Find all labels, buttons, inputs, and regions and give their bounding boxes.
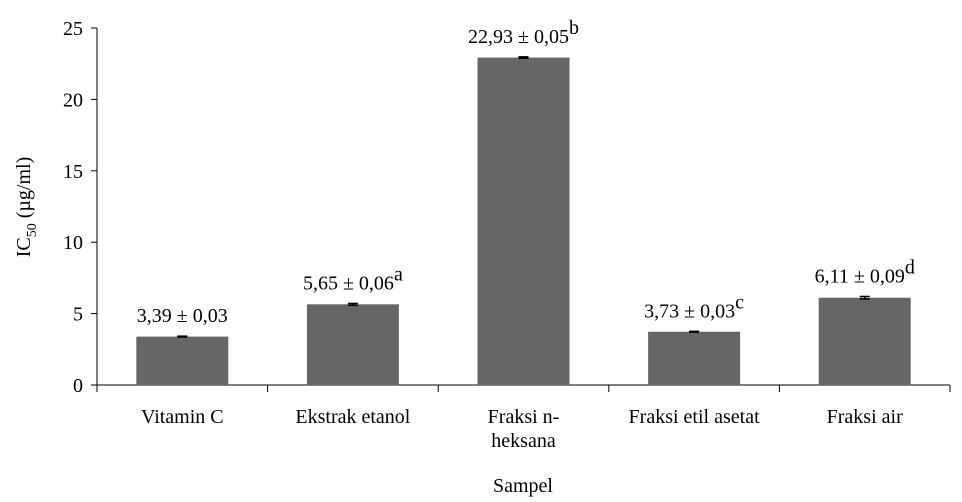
y-tick-label: 0: [73, 375, 83, 397]
y-tick-label: 10: [63, 232, 83, 254]
y-tick-label: 20: [63, 89, 83, 111]
x-tick-label: Fraksi air: [827, 406, 903, 428]
error-bar: [689, 330, 700, 333]
bar: [136, 336, 229, 385]
y-axis-title-unit: (µg/ml): [13, 157, 35, 224]
value-label-superscript: b: [569, 17, 579, 39]
error-bar: [518, 56, 529, 60]
value-label: 3,73 ± 0,03c: [644, 291, 744, 322]
bar: [818, 297, 911, 385]
error-bar: [347, 302, 358, 306]
value-label-text: 3,39 ± 0,03: [137, 305, 228, 327]
x-tick-label: Ekstrak etanol: [295, 406, 410, 428]
value-label: 22,93 ± 0,05b: [468, 17, 579, 48]
x-tick-label: Fraksi n-heksana: [488, 406, 560, 452]
value-label-superscript: a: [394, 263, 403, 285]
value-label-text: 6,11 ± 0,09: [815, 265, 905, 287]
bar: [477, 57, 570, 385]
y-tick-label: 25: [63, 18, 83, 40]
value-label: 3,39 ± 0,03: [137, 305, 228, 327]
x-tick-label: Fraksi etil asetat: [629, 406, 761, 428]
value-label-superscript: d: [905, 256, 915, 278]
y-axis-title: IC50 (µg/ml): [13, 157, 40, 258]
value-label: 5,65 ± 0,06a: [303, 263, 403, 294]
value-label-text: 5,65 ± 0,06: [303, 272, 394, 294]
y-axis-title-main: IC: [13, 237, 35, 257]
value-label-text: 22,93 ± 0,05: [468, 26, 569, 48]
bar: [648, 331, 741, 385]
value-label-superscript: c: [735, 291, 744, 313]
error-bar: [859, 295, 870, 300]
y-tick-label: 5: [73, 304, 83, 326]
value-label-text: 3,73 ± 0,03: [644, 300, 735, 322]
error-bar: [177, 335, 188, 338]
y-tick-label: 15: [63, 161, 83, 183]
y-axis-title-sub: 50: [25, 223, 40, 237]
x-tick-label: Vitamin C: [141, 406, 224, 428]
x-axis-title: Sampel: [493, 475, 553, 497]
bar: [306, 304, 399, 385]
value-label: 6,11 ± 0,09d: [815, 256, 915, 287]
